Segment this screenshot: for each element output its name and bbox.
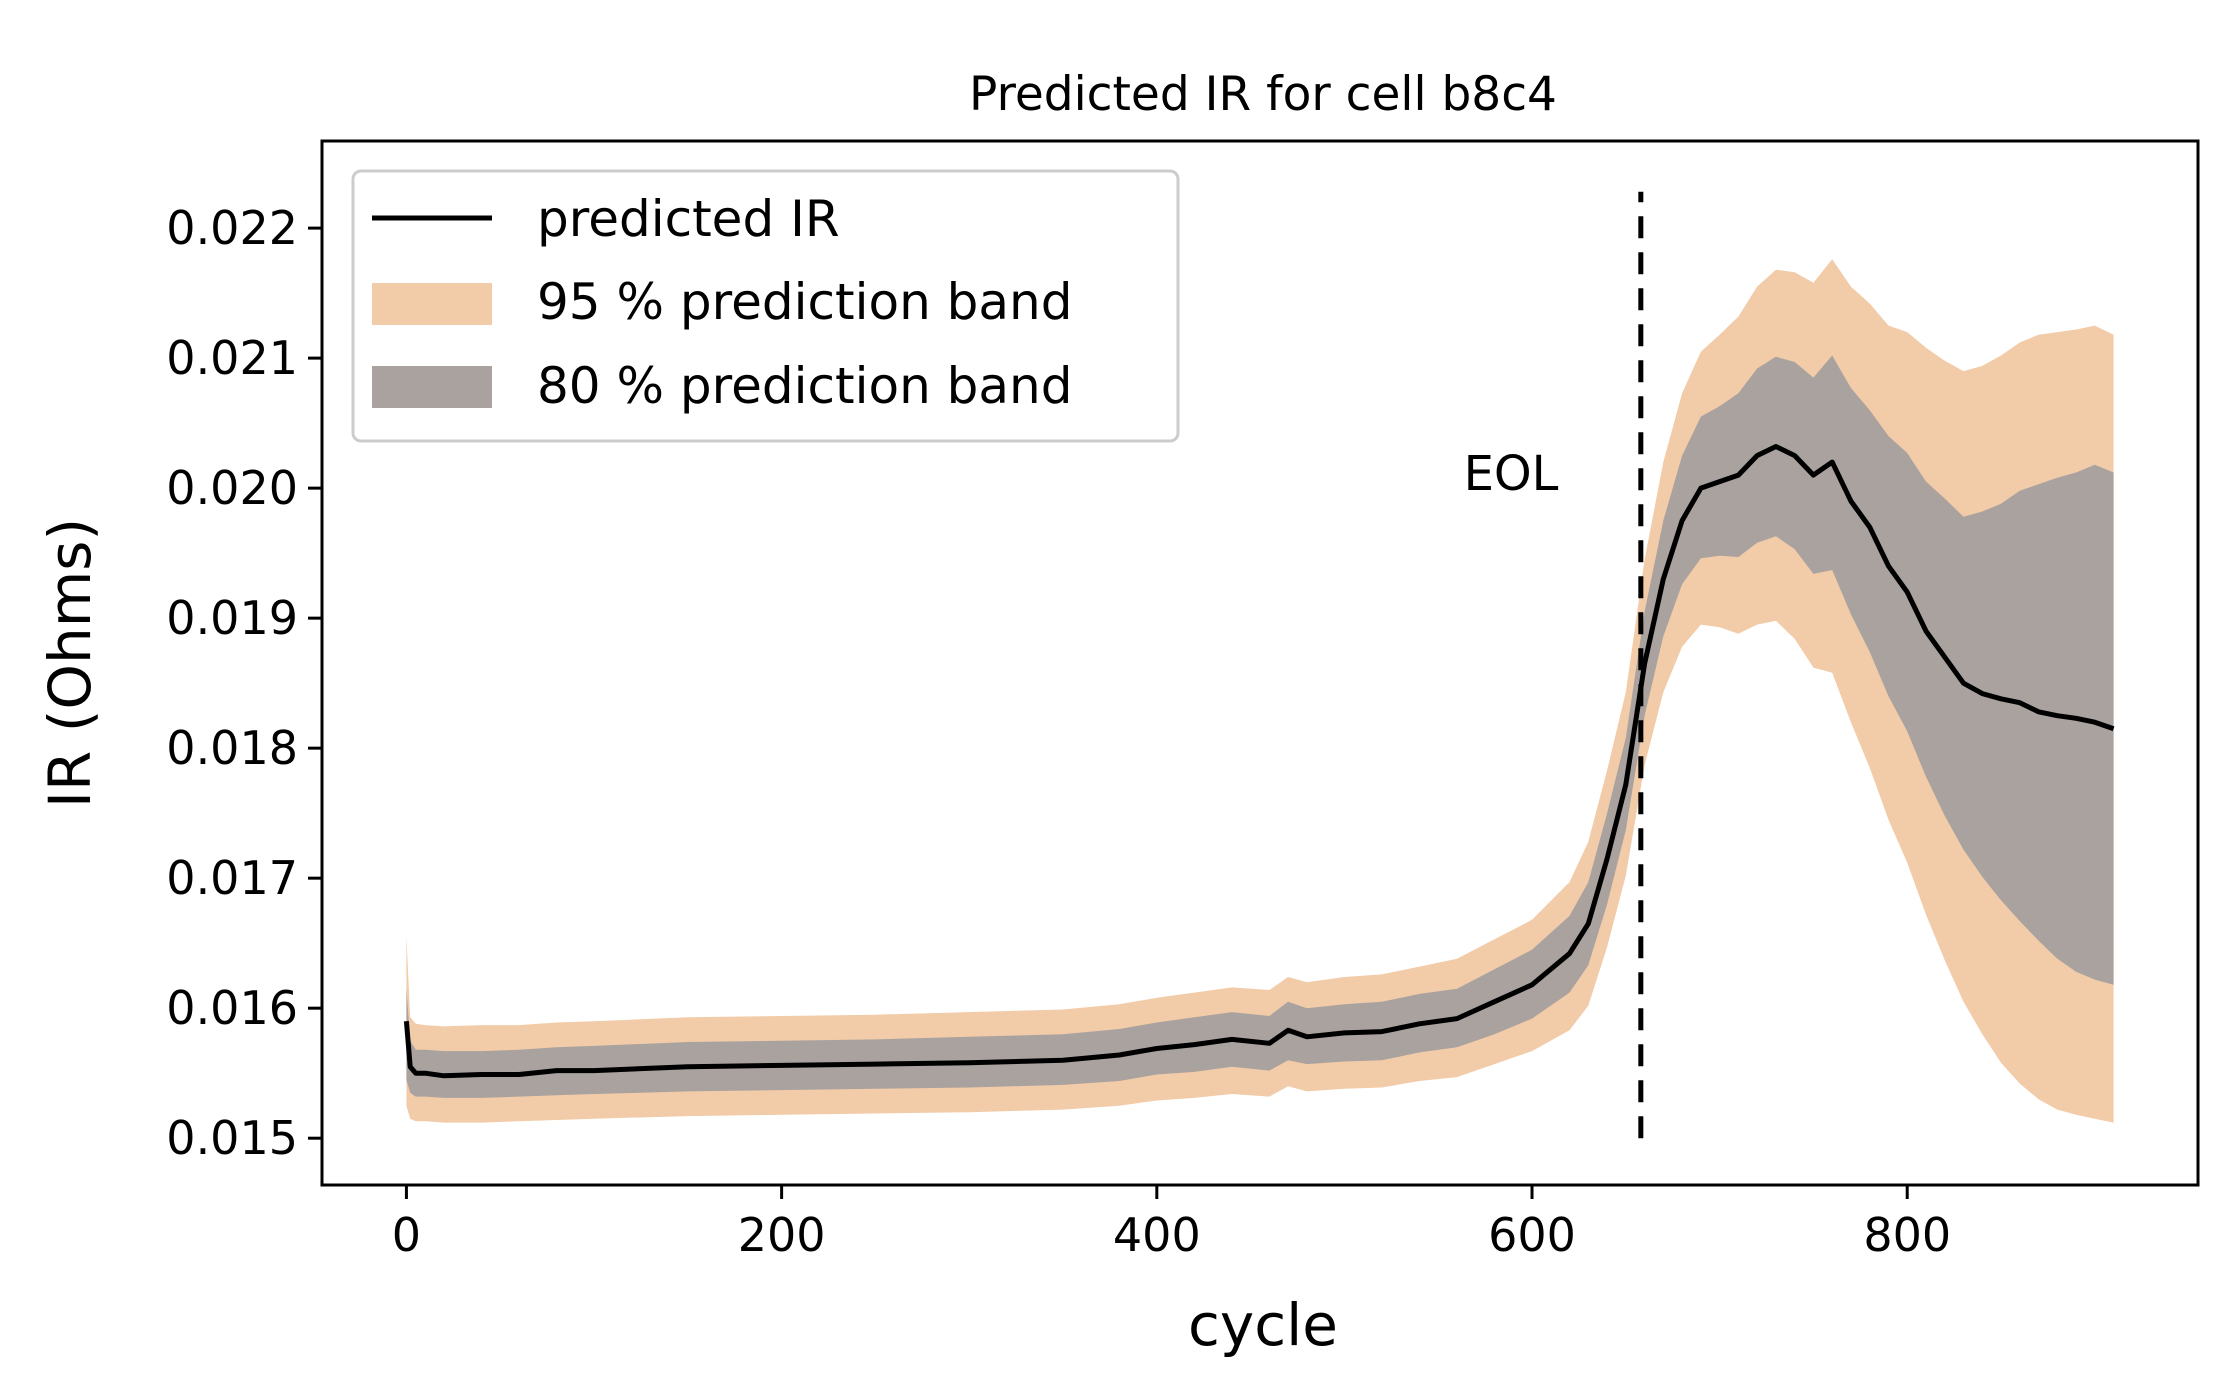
x-tick-label: 400 (1113, 1208, 1201, 1262)
x-tick-label: 600 (1488, 1208, 1576, 1262)
legend: predicted IR 95 % prediction band 80 % p… (351, 169, 1180, 443)
y-tick-label: 0.020 (166, 461, 298, 515)
plot-area-frame (320, 139, 2200, 1187)
y-axis-ticks: 0.015 0.016 0.017 0.018 0.019 0.020 0.021 0.022 (166, 201, 322, 1165)
y-tick-label: 0.015 (166, 1111, 298, 1165)
x-tick-label: 200 (738, 1208, 826, 1262)
x-axis-label: cycle (1188, 1291, 1338, 1359)
y-tick-label: 0.016 (166, 981, 298, 1035)
y-tick-label: 0.022 (166, 201, 298, 255)
x-tick-label: 800 (1863, 1208, 1951, 1262)
legend-box (351, 169, 1180, 443)
predicted-ir-line (403, 444, 2115, 1079)
y-tick-label: 0.017 (166, 851, 298, 905)
chart-title: Predicted IR for cell b8c4 (969, 67, 1557, 122)
eol-annotation: EOL (1464, 446, 1559, 502)
y-axis-label: IR (Ohms) (36, 518, 104, 808)
y-tick-label: 0.019 (166, 591, 298, 645)
legend-label-predicted-ir: predicted IR (537, 190, 840, 248)
prediction-bands (406, 259, 2114, 1123)
legend-label-95-band: 95 % prediction band (537, 273, 1072, 331)
y-tick-label: 0.021 (166, 331, 298, 385)
legend-swatch-80-band (372, 366, 492, 408)
band-80-percent (406, 355, 2114, 1098)
y-tick-label: 0.018 (166, 721, 298, 775)
x-axis-ticks: 0 200 400 600 800 (392, 1185, 1951, 1262)
legend-label-80-band: 80 % prediction band (537, 357, 1072, 415)
legend-swatch-95-band (372, 283, 492, 325)
lines-layer (403, 191, 2115, 1139)
x-tick-label: 0 (392, 1208, 421, 1262)
